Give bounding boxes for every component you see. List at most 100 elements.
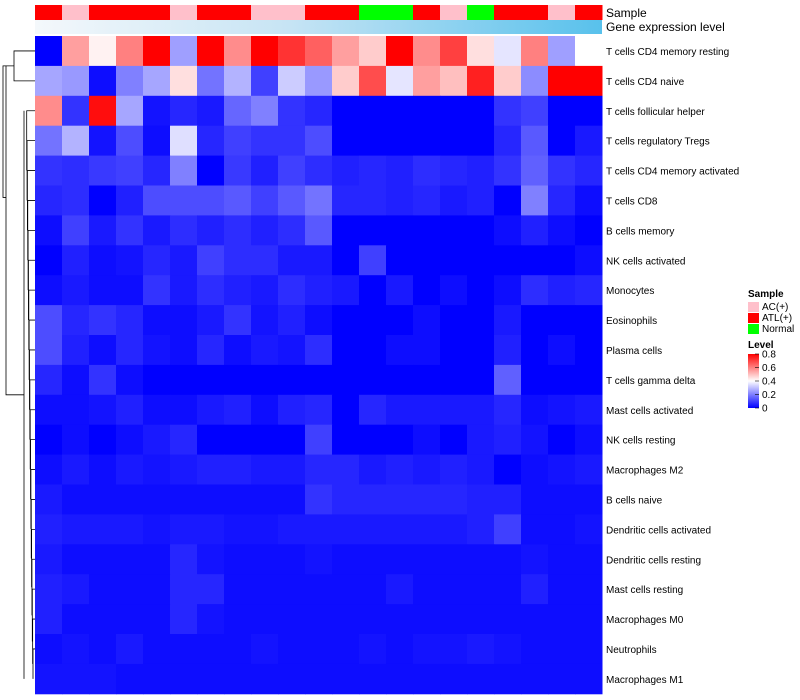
level-tick-label: 0.8 (762, 350, 776, 361)
row-label: T cells CD4 naive (606, 77, 685, 88)
heatmap-cell (440, 364, 468, 396)
heatmap-cell (251, 95, 279, 127)
heatmap-cell (278, 604, 306, 635)
heatmap-cell (386, 663, 414, 695)
heatmap-cell (575, 514, 603, 545)
heatmap-cell (278, 544, 306, 575)
heatmap-cell (440, 185, 468, 216)
heatmap-cell (170, 454, 198, 485)
heatmap-cell (89, 424, 117, 456)
heatmap-cell (305, 424, 333, 456)
heatmap-cell (305, 663, 333, 695)
heatmap-cell (332, 36, 360, 67)
heatmap-cell (305, 514, 333, 545)
sample-annotation-cell (62, 5, 90, 20)
heatmap-cell (116, 215, 144, 246)
heatmap-cell (116, 484, 144, 515)
heatmap-cell (197, 95, 225, 127)
heatmap-cell (467, 125, 495, 157)
heatmap-cell (35, 125, 63, 157)
heatmap-cell (224, 604, 252, 635)
heatmap-cell (359, 275, 387, 306)
row-label: NK cells activated (606, 256, 685, 267)
heatmap-cell (143, 634, 171, 665)
heatmap-cell (494, 36, 522, 67)
heatmap-cell (143, 514, 171, 545)
heatmap-cell (467, 514, 495, 545)
sample-legend-label: ATL(+) (762, 313, 792, 324)
heatmap-cell (62, 364, 90, 396)
heatmap-cell (224, 36, 252, 67)
heatmap-cell (359, 604, 387, 635)
heatmap-cell (440, 95, 468, 127)
heatmap-cell (305, 335, 333, 366)
heatmap-cell (143, 335, 171, 366)
heatmap-cell (35, 364, 63, 396)
heatmap-cell (197, 65, 225, 97)
heatmap-cell (575, 604, 603, 635)
heatmap-cell (548, 215, 576, 246)
heatmap-cell (170, 95, 198, 127)
heatmap-cell (575, 335, 603, 366)
heatmap-cell (35, 484, 63, 515)
heatmap-cell (332, 364, 360, 396)
heatmap-cell (413, 514, 441, 545)
heatmap-cell (413, 364, 441, 396)
heatmap-cell (386, 574, 414, 605)
heatmap-cell (197, 335, 225, 366)
heatmap-cell (278, 305, 306, 336)
heatmap-cell (170, 364, 198, 396)
heatmap-cell (278, 394, 306, 426)
heatmap-cell (197, 245, 225, 276)
heatmap-cell (575, 544, 603, 575)
row-label: Macrophages M1 (606, 675, 684, 686)
heatmap-cell (440, 634, 468, 665)
heatmap-cell (197, 634, 225, 665)
heatmap-cell (35, 454, 63, 485)
heatmap-cell (278, 454, 306, 485)
heatmap-cell (305, 544, 333, 575)
level-tick-label: 0.6 (762, 363, 776, 374)
row-label: T cells gamma delta (606, 376, 696, 387)
heatmap-cell (143, 663, 171, 695)
heatmap-cell (305, 185, 333, 216)
heatmap-cell (62, 155, 90, 186)
heatmap-cell (413, 155, 441, 186)
heatmap-cell (170, 185, 198, 216)
level-tick-label: 0 (762, 404, 768, 415)
heatmap-cell (251, 275, 279, 306)
row-label: Monocytes (606, 286, 654, 297)
row-label: Plasma cells (606, 346, 662, 357)
heatmap-cell (521, 215, 549, 246)
heatmap-cell (494, 574, 522, 605)
sample-annotation-cell (224, 5, 252, 20)
dendrogram-branch (26, 110, 35, 171)
heatmap-cell (548, 364, 576, 396)
heatmap-cell (413, 245, 441, 276)
sample-annotation-cell (89, 5, 117, 20)
heatmap-cell (332, 663, 360, 695)
heatmap-cell (224, 65, 252, 97)
heatmap-cell (440, 245, 468, 276)
heatmap-cell (251, 544, 279, 575)
heatmap-cell (521, 185, 549, 216)
heatmap-cell (386, 65, 414, 97)
heatmap-cell (35, 215, 63, 246)
sample-legend-label: AC(+) (762, 302, 788, 313)
heatmap-cell (170, 245, 198, 276)
heatmap-cell (440, 215, 468, 246)
heatmap-cell (143, 155, 171, 186)
heatmap-cell (170, 574, 198, 605)
heatmap-cell (305, 65, 333, 97)
heatmap-cell (35, 634, 63, 665)
heatmap-cell (467, 454, 495, 485)
heatmap-cell (170, 305, 198, 336)
heatmap-cell (332, 604, 360, 635)
heatmap-cell (224, 305, 252, 336)
heatmap-cell (575, 364, 603, 396)
heatmap-cell (251, 36, 279, 67)
heatmap-cell (440, 305, 468, 336)
heatmap-cell (440, 514, 468, 545)
heatmap-cell (224, 574, 252, 605)
heatmap-cell (224, 95, 252, 127)
